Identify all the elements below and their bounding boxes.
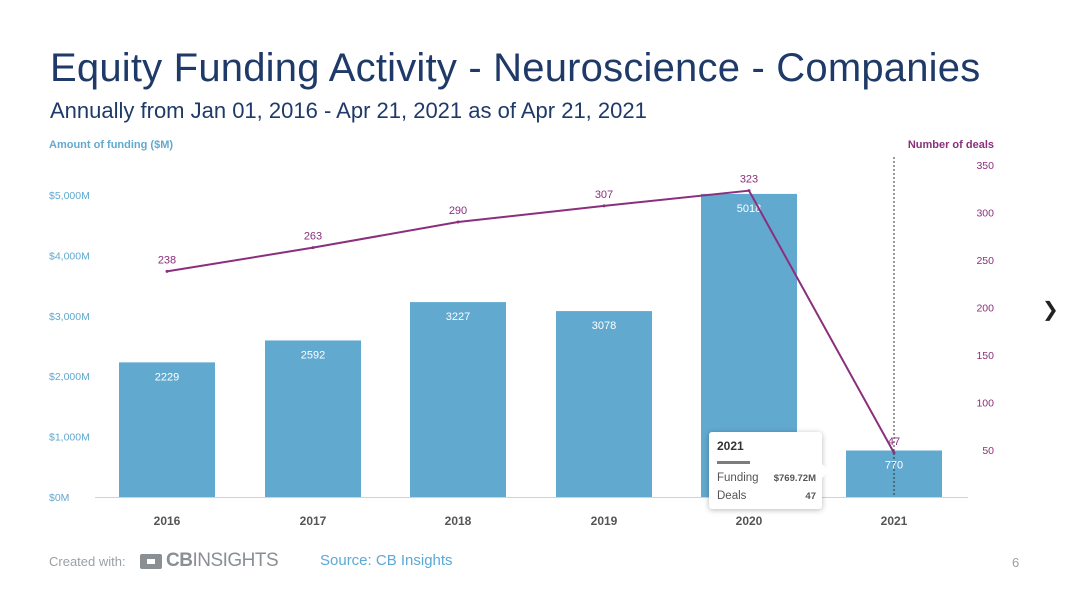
deals-point <box>892 451 896 455</box>
line-data-label: 307 <box>595 189 613 201</box>
left-axis-tick-label: $1,000M <box>49 432 90 444</box>
chevron-right-icon[interactable]: ❯ <box>1042 299 1059 321</box>
line-data-label: 47 <box>888 436 900 448</box>
left-axis-tick-label: $3,000M <box>49 311 90 323</box>
deals-point <box>165 269 169 273</box>
bar-data-label: 770 <box>885 459 903 471</box>
deals-point <box>602 204 606 208</box>
deals-line <box>166 189 895 454</box>
bar <box>556 311 652 497</box>
x-axis-tick-label: 2020 <box>736 514 763 528</box>
x-axis-tick-label: 2018 <box>445 514 472 528</box>
bar <box>410 302 506 497</box>
cbinsights-logo-mark <box>140 553 162 569</box>
right-axis-tick-label: 200 <box>976 303 994 315</box>
page-title: Equity Funding Activity - Neuroscience -… <box>50 46 981 90</box>
created-with-label: Created with: <box>49 554 126 569</box>
right-axis-title: Number of deals <box>908 139 994 151</box>
cbinsights-logo: CBINSIGHTS <box>140 550 279 572</box>
left-axis-tick-label: $0M <box>49 492 69 504</box>
right-axis-tick-label: 300 <box>976 208 994 220</box>
bar <box>119 362 215 497</box>
left-axis-tick-label: $5,000M <box>49 190 90 202</box>
tooltip-deals-row: Deals 47 <box>717 490 816 502</box>
line-data-label: 263 <box>304 231 322 243</box>
x-axis-tick-label: 2017 <box>300 514 327 528</box>
tooltip-deals-value: 47 <box>805 491 816 502</box>
tooltip-year: 2021 <box>717 439 744 453</box>
left-axis-tick-label: $4,000M <box>49 250 90 262</box>
page-number: 6 <box>1012 555 1020 570</box>
right-axis-tick-label: 100 <box>976 398 994 410</box>
tooltip-funding-row: Funding $769.72M <box>717 472 816 484</box>
right-axis-tick-label: 350 <box>976 160 994 172</box>
bar-data-label: 3078 <box>592 320 616 332</box>
tooltip-funding-value: $769.72M <box>773 473 816 484</box>
right-axis-tick-label: 250 <box>976 255 994 267</box>
bar-data-label: 2229 <box>155 371 179 383</box>
line-data-label: 238 <box>158 254 176 266</box>
tooltip-funding-label: Funding <box>717 472 759 484</box>
tooltip-divider <box>717 461 750 464</box>
x-axis-tick-label: 2021 <box>881 514 908 528</box>
x-axis-tick-label: 2019 <box>591 514 618 528</box>
chart-tooltip: 2021 Funding $769.72M Deals 47 <box>709 432 829 509</box>
source-link[interactable]: Source: CB Insights <box>320 552 453 569</box>
bar-data-label: 3227 <box>446 311 470 323</box>
right-axis-tick-label: 50 <box>982 445 994 457</box>
right-axis-tick-label: 150 <box>976 350 994 362</box>
line-data-label: 290 <box>449 205 467 217</box>
bar-data-label: 2592 <box>301 349 325 361</box>
left-axis-tick-label: $2,000M <box>49 371 90 383</box>
bar <box>265 340 361 497</box>
bar-data-label: 5018 <box>737 203 761 215</box>
left-axis-title: Amount of funding ($M) <box>49 139 173 151</box>
page-subtitle: Annually from Jan 01, 2016 - Apr 21, 202… <box>50 98 647 123</box>
deals-point <box>747 189 751 193</box>
tooltip-deals-label: Deals <box>717 490 747 502</box>
x-axis-tick-label: 2016 <box>154 514 181 528</box>
deals-point <box>311 246 315 250</box>
deals-point <box>456 220 460 224</box>
line-data-label: 323 <box>740 174 758 186</box>
cbinsights-logo-text: CBINSIGHTS <box>166 550 279 571</box>
